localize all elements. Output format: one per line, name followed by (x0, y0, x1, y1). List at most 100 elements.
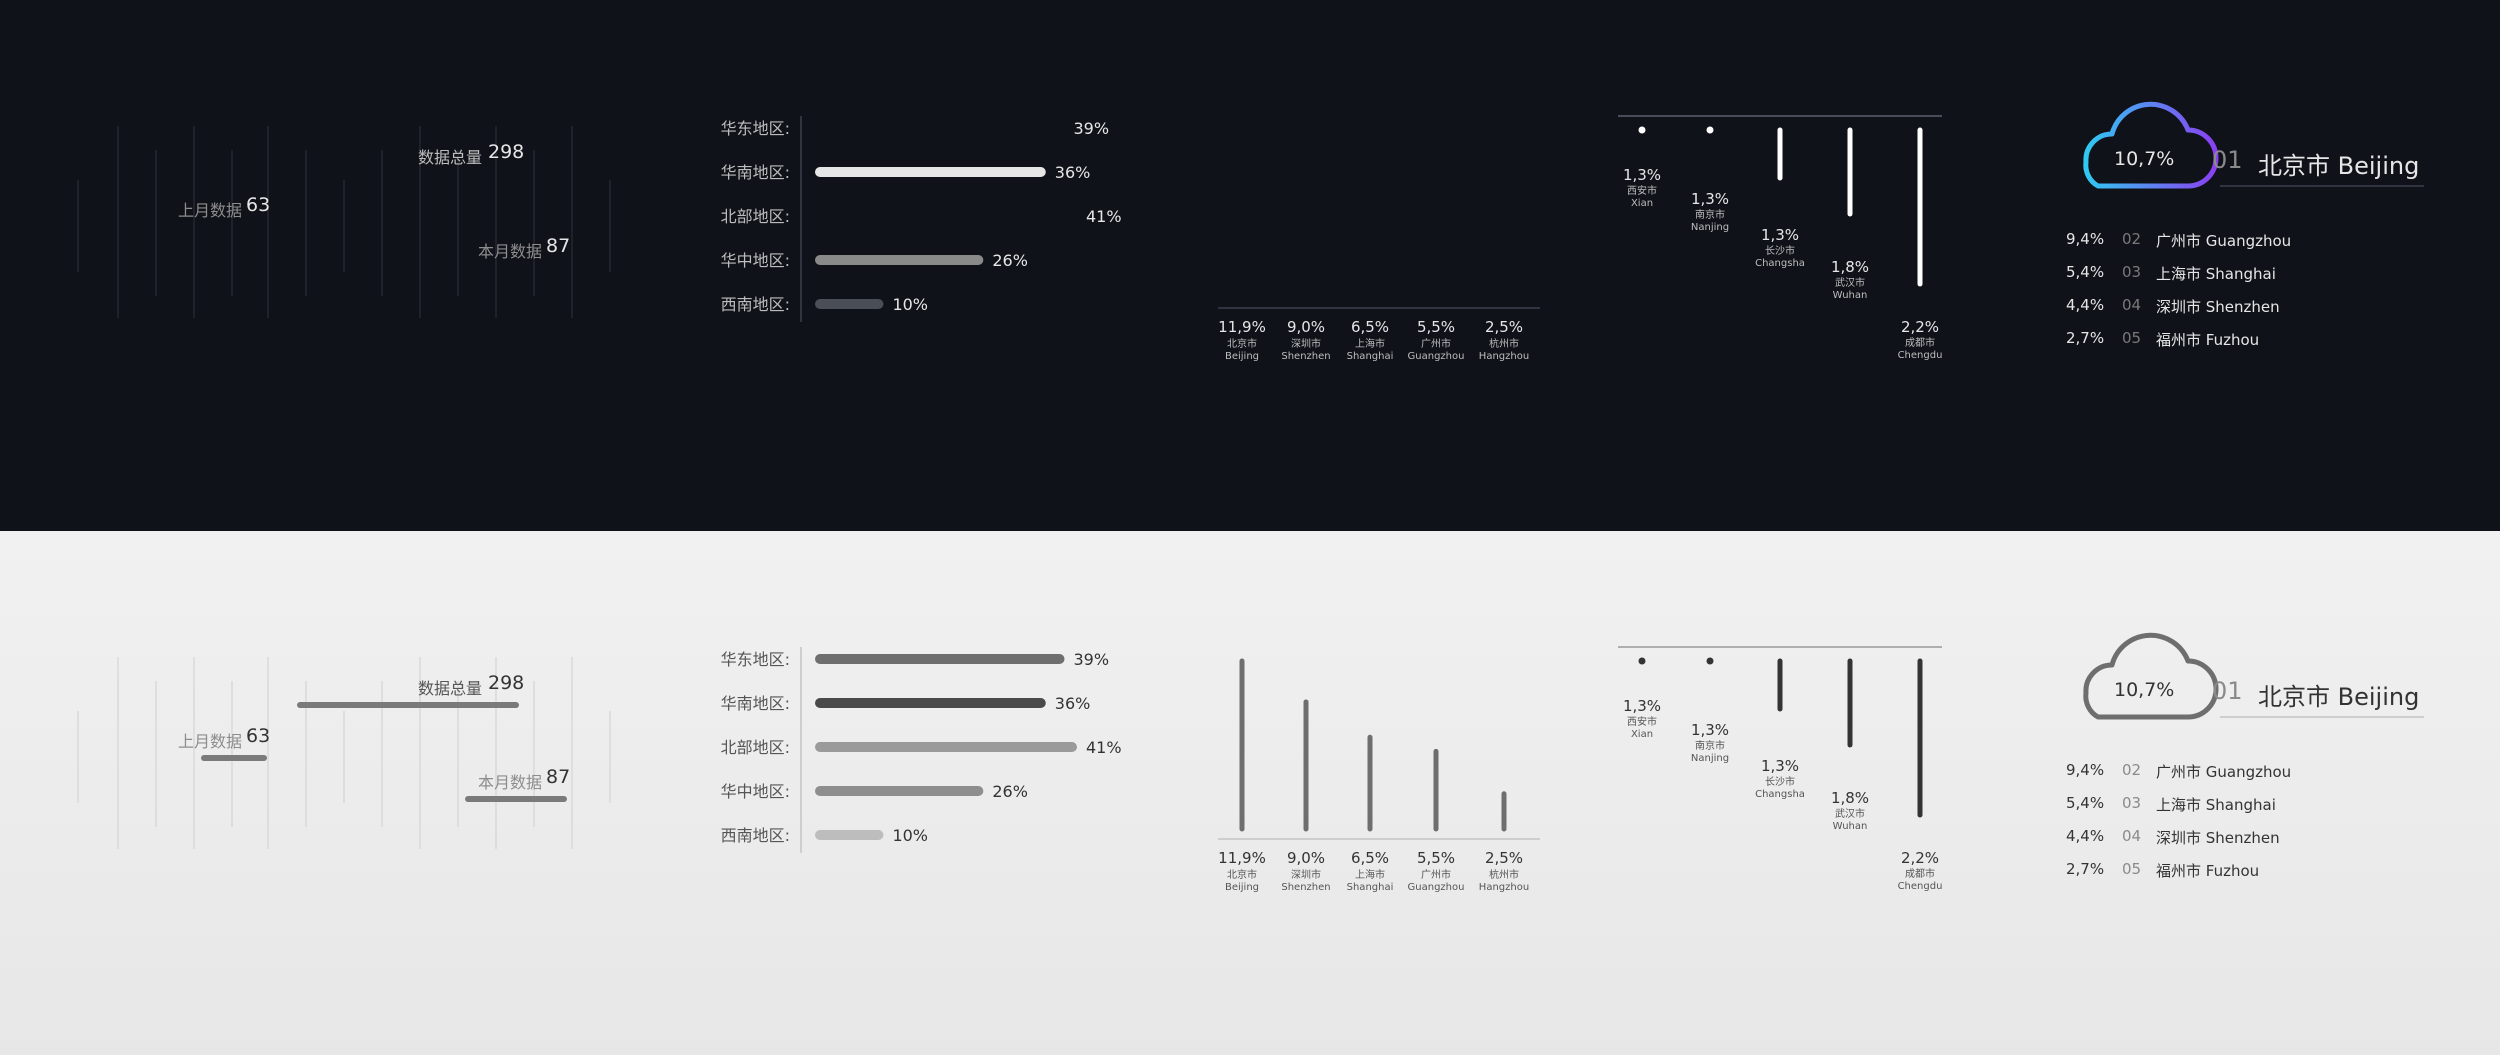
total-value: 298 (488, 141, 525, 163)
ranking-value: 4,4% (2066, 827, 2105, 845)
city-value: 2,5% (1485, 849, 1523, 867)
ranking-city: 深圳市 Shenzhen (2156, 829, 2280, 847)
this-month-label: 本月数据 (478, 242, 543, 261)
hanging-city-name: 武汉市 (1835, 276, 1865, 289)
cloud-icon (2083, 632, 2424, 720)
ranking-value: 4,4% (2066, 296, 2105, 314)
comparison-panel: 数据总量 298 上月数据 63 本月数据 87 (0, 531, 640, 1055)
region-bar-chart: 华东地区: 39% 华南地区: 36% 北部地区: 41% 华中地区: 26% 西南地区: 10% (700, 100, 1140, 340)
city-value: 5,5% (1417, 318, 1455, 336)
comparison-grid (77, 126, 611, 318)
city-value: 6,5% (1351, 849, 1389, 867)
hanging-value: 1,3% (1691, 190, 1729, 208)
ranking-list: 9,4% 02 广州市 Guangzhou 5,4% 03 上海市 Shangh… (2066, 230, 2446, 370)
ranking-value: 9,4% (2066, 761, 2105, 779)
region-label: 华南地区: (721, 163, 790, 182)
ranking-value: 2,7% (2066, 860, 2105, 878)
region-value: 41% (1086, 738, 1122, 757)
region-value: 26% (992, 251, 1028, 270)
ranking-rank: 05 (2122, 860, 2142, 878)
hanging-bar (1638, 126, 1646, 134)
region-value: 39% (1074, 119, 1110, 138)
ranking-rank: 05 (2122, 329, 2142, 347)
city-name-en: Shenzhen (1281, 882, 1330, 893)
hanging-city-name-en: Changsha (1755, 789, 1805, 800)
total-label: 数据总量 (418, 679, 483, 698)
hanging-value: 1,8% (1831, 789, 1869, 807)
ranking-rank: 02 (2122, 761, 2142, 779)
hanging-city-name: 南京市 (1695, 208, 1725, 221)
ranking-value: 5,4% (2066, 794, 2105, 812)
hanging-bar (1706, 657, 1714, 665)
hanging-city-name-en: Nanjing (1691, 753, 1729, 764)
dark-theme-panels: 数据总量 298 上月数据 63 本月数据 87 华东地区: 39% 华南地区: 36… (0, 0, 2446, 531)
ranking-city: 广州市 Guangzhou (2156, 763, 2292, 781)
city-name-en: Hangzhou (1479, 351, 1529, 362)
region-bar-chart: 华东地区: 39% 华南地区: 36% 北部地区: 41% 华中地区: 26% 西南地区: 10% (700, 631, 1140, 871)
this-month-label: 本月数据 (478, 773, 543, 792)
region-value: 10% (892, 826, 928, 845)
top-city-value: 10,7% (2114, 679, 2175, 701)
top-city-value: 10,7% (2114, 148, 2175, 170)
region-label: 西南地区: (721, 826, 790, 845)
city-name-en: Guangzhou (1408, 351, 1465, 362)
region-label: 华中地区: (721, 251, 790, 270)
dark-theme-band (0, 0, 2500, 531)
city-bar-chart: 11,9% 北京市 Beijing 9,0% 深圳市 Shenzhen 6,5% 上海市 Sha… (1210, 110, 1550, 390)
hanging-city-name-en: Chengdu (1898, 350, 1943, 361)
city-value: 9,0% (1287, 849, 1325, 867)
ranking-city: 上海市 Shanghai (2156, 796, 2276, 814)
ranking-city: 上海市 Shanghai (2156, 265, 2276, 283)
hanging-value: 1,3% (1623, 166, 1661, 184)
city-name: 广州市 (1421, 868, 1451, 881)
city-name: 深圳市 (1291, 868, 1321, 881)
city-name-en: Beijing (1225, 351, 1259, 362)
hanging-bar (1638, 657, 1646, 665)
hanging-value: 1,3% (1623, 697, 1661, 715)
hanging-value: 1,3% (1761, 226, 1799, 244)
region-label: 北部地区: (721, 738, 790, 757)
hanging-bar (1706, 126, 1714, 134)
city-value: 11,9% (1218, 318, 1266, 336)
city-ranking: 10,7% 01 北京市 Beijing 9,4% 02 广州市 Guangzh… (2050, 631, 2450, 911)
city-name-en: Shenzhen (1281, 351, 1330, 362)
hanging-city-name: 西安市 (1627, 184, 1657, 197)
comparison-grid (77, 657, 611, 849)
ranking-list: 9,4% 02 广州市 Guangzhou 5,4% 03 上海市 Shangh… (2066, 761, 2446, 901)
hanging-city-name: 西安市 (1627, 715, 1657, 728)
city-name: 深圳市 (1291, 337, 1321, 350)
last-month-label: 上月数据 (178, 201, 243, 220)
city-name-en: Hangzhou (1479, 882, 1529, 893)
city-value: 2,5% (1485, 318, 1523, 336)
ranking-city: 深圳市 Shenzhen (2156, 298, 2280, 316)
comparison-panel: 数据总量 298 上月数据 63 本月数据 87 (0, 0, 640, 531)
ranking-value: 2,7% (2066, 329, 2105, 347)
city-name-en: Guangzhou (1408, 882, 1465, 893)
ranking-rank: 02 (2122, 230, 2142, 248)
city-name: 北京市 (1227, 337, 1257, 350)
hanging-value: 2,2% (1901, 849, 1939, 867)
region-value: 10% (892, 295, 928, 314)
ranking-rank: 03 (2122, 263, 2142, 281)
hanging-city-name: 长沙市 (1765, 775, 1795, 788)
cloud-icon (2083, 101, 2424, 189)
city-value: 5,5% (1417, 849, 1455, 867)
hanging-city-name: 武汉市 (1835, 807, 1865, 820)
this-month-value: 87 (546, 235, 571, 257)
top-city-name: 北京市 Beijing (2258, 683, 2420, 711)
hanging-city-name: 成都市 (1905, 336, 1935, 349)
total-label: 数据总量 (418, 148, 483, 167)
ranking-city: 广州市 Guangzhou (2156, 232, 2292, 250)
city-name-en: Shanghai (1347, 351, 1394, 362)
region-label: 北部地区: (721, 207, 790, 226)
ranking-rank: 04 (2122, 827, 2142, 845)
hanging-value: 1,3% (1691, 721, 1729, 739)
region-bars: 华东地区: 39% 华南地区: 36% 北部地区: 41% 华中地区: 26% 西南地区: 10% (721, 116, 1122, 322)
hanging-city-name-en: Xian (1631, 198, 1653, 209)
comparison-grid-lines (77, 657, 611, 849)
city-value: 9,0% (1287, 318, 1325, 336)
city-name: 杭州市 (1489, 337, 1519, 350)
ranking-city: 福州市 Fuzhou (2156, 862, 2260, 880)
